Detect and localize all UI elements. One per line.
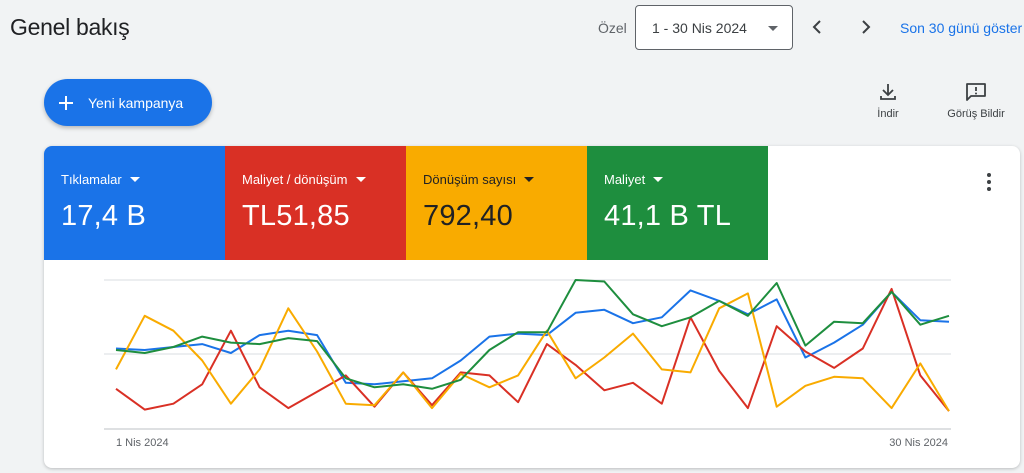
series-line-2 [115,292,950,412]
show-last-30-days-link[interactable]: Son 30 günü göster [900,20,1023,36]
more-options-button[interactable] [980,170,998,194]
metric-cost-value: 41,1 B TL [604,200,732,232]
metric-clicks[interactable]: Tıklamalar 17,4 B [44,146,225,260]
date-mode-label: Özel [598,20,627,36]
plus-icon [58,95,74,111]
caret-down-icon [768,26,778,31]
feedback-label: Görüş Bildir [947,108,1005,120]
previous-period-button[interactable] [804,13,832,41]
new-campaign-button[interactable]: Yeni kampanya [44,79,212,126]
date-range-select[interactable]: 1 - 30 Nis 2024 [635,5,793,50]
series-line-1 [115,287,950,412]
caret-down-icon [524,177,535,182]
caret-down-icon [653,177,664,182]
download-button[interactable]: İndir [868,82,908,120]
metric-cost-per-conversion[interactable]: Maliyet / dönüşüm TL51,85 [225,146,406,260]
new-campaign-label: Yeni kampanya [88,94,184,111]
metric-conversions[interactable]: Dönüşüm sayısı 792,40 [406,146,587,260]
caret-down-icon [129,177,140,182]
feedback-button[interactable]: Görüş Bildir [940,82,1012,120]
metric-cost[interactable]: Maliyet 41,1 B TL [587,146,768,260]
x-axis-end-label: 30 Nis 2024 [889,437,948,449]
page-title: Genel bakış [10,14,130,40]
metric-conversions-value: 792,40 [423,200,513,232]
metric-clicks-label: Tıklamalar [61,172,122,187]
metric-cost-label: Maliyet [604,172,646,187]
series-line-0 [115,289,950,386]
metric-clicks-value: 17,4 B [61,200,147,232]
download-icon [880,84,896,100]
date-range-value: 1 - 30 Nis 2024 [652,19,747,36]
chevron-left-icon [812,20,821,34]
x-axis-start-label: 1 Nis 2024 [116,437,169,449]
feedback-icon [966,83,986,101]
caret-down-icon [355,177,366,182]
performance-card: Tıklamalar 17,4 B Maliyet / dönüşüm TL51… [44,146,1020,468]
next-period-button[interactable] [851,13,879,41]
metric-cost-per-conversion-label: Maliyet / dönüşüm [242,172,348,187]
performance-chart: 1 Nis 2024 30 Nis 2024 [104,279,951,449]
metric-conversions-label: Dönüşüm sayısı [423,172,517,187]
chevron-right-icon [862,20,871,34]
download-label: İndir [877,108,899,120]
more-vert-icon [987,173,991,177]
metric-cost-per-conversion-value: TL51,85 [242,200,350,232]
series-line-3 [115,279,950,390]
